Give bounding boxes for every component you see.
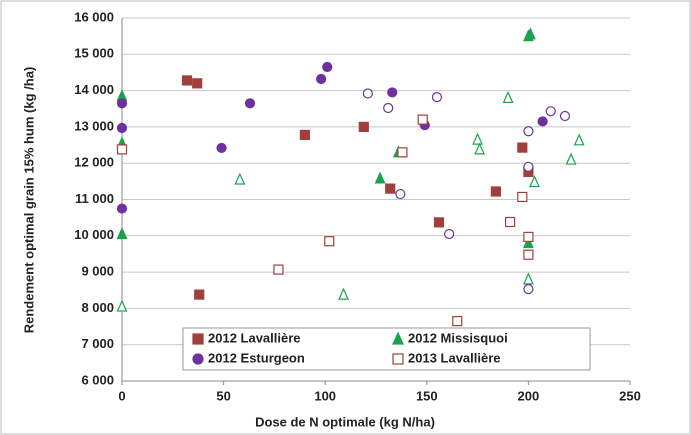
legend-label: 2012 Lavallière [208, 330, 301, 345]
point [433, 217, 445, 228]
point [116, 144, 128, 155]
point [338, 287, 349, 300]
point [385, 183, 396, 194]
point [322, 61, 333, 73]
y-axis-label: Rendement optimal grain 15% hum (kg /ha) [21, 67, 36, 334]
point [573, 133, 585, 146]
x-tick-label: 200 [518, 388, 540, 403]
point [397, 147, 408, 158]
point [316, 73, 327, 85]
point [523, 231, 534, 242]
point [192, 353, 204, 365]
point [387, 87, 398, 98]
point [502, 90, 514, 103]
legend-label: 2012 Esturgeon [208, 350, 305, 365]
x-tick-label: 50 [216, 388, 230, 403]
point [523, 126, 534, 137]
point [358, 121, 369, 133]
y-tick-label: 16 000 [74, 9, 114, 24]
point [192, 78, 203, 89]
x-tick-label: 250 [619, 388, 641, 403]
point [181, 75, 193, 86]
point [244, 98, 256, 109]
y-tick-label: 15 000 [74, 46, 114, 61]
point [299, 129, 310, 140]
y-tick-label: 11 000 [75, 191, 114, 206]
point [523, 249, 534, 260]
y-tick-label: 9 000 [81, 264, 114, 279]
point [116, 227, 128, 240]
point [362, 88, 373, 99]
y-tick-label: 7 000 [81, 336, 114, 351]
x-tick-label: 100 [314, 388, 336, 403]
point [559, 110, 571, 122]
point [565, 152, 577, 165]
point [392, 331, 404, 345]
point [444, 228, 455, 240]
point [192, 333, 204, 345]
y-tick-label: 8 000 [81, 300, 114, 315]
y-tick-label: 13 000 [74, 118, 114, 133]
legend-box [182, 327, 591, 371]
point [517, 142, 528, 153]
legend-label: 2013 Lavallière [408, 350, 501, 365]
point [545, 106, 556, 117]
point [522, 236, 534, 249]
x-axis-label: Dose de N optimale (kg N/ha) [255, 414, 435, 429]
point [116, 98, 128, 109]
point [472, 132, 484, 145]
point [537, 116, 548, 127]
point [417, 114, 428, 125]
legend-label: 2012 Missisquoi [408, 330, 508, 345]
point [452, 316, 463, 327]
x-tick-label: 150 [416, 388, 438, 403]
point [374, 171, 386, 184]
point [273, 264, 284, 275]
point [490, 186, 501, 197]
point [324, 236, 335, 247]
point [517, 191, 528, 203]
point [383, 102, 394, 114]
x-tick-label: 0 [118, 388, 125, 403]
point [116, 203, 128, 214]
point [194, 289, 205, 300]
point [474, 142, 486, 155]
point [525, 27, 536, 40]
point [523, 284, 534, 295]
point [395, 188, 406, 200]
point [116, 299, 128, 312]
point [234, 172, 246, 185]
point [431, 92, 443, 103]
point [522, 272, 534, 285]
point [505, 216, 516, 228]
point [116, 122, 128, 134]
y-tick-label: 12 000 [74, 155, 114, 170]
y-tick-label: 14 000 [74, 82, 114, 97]
point [392, 353, 404, 365]
point [523, 161, 534, 172]
y-tick-label: 10 000 [74, 227, 114, 242]
y-tick-label: 6 000 [81, 372, 114, 387]
point [216, 142, 227, 154]
point [529, 175, 540, 188]
